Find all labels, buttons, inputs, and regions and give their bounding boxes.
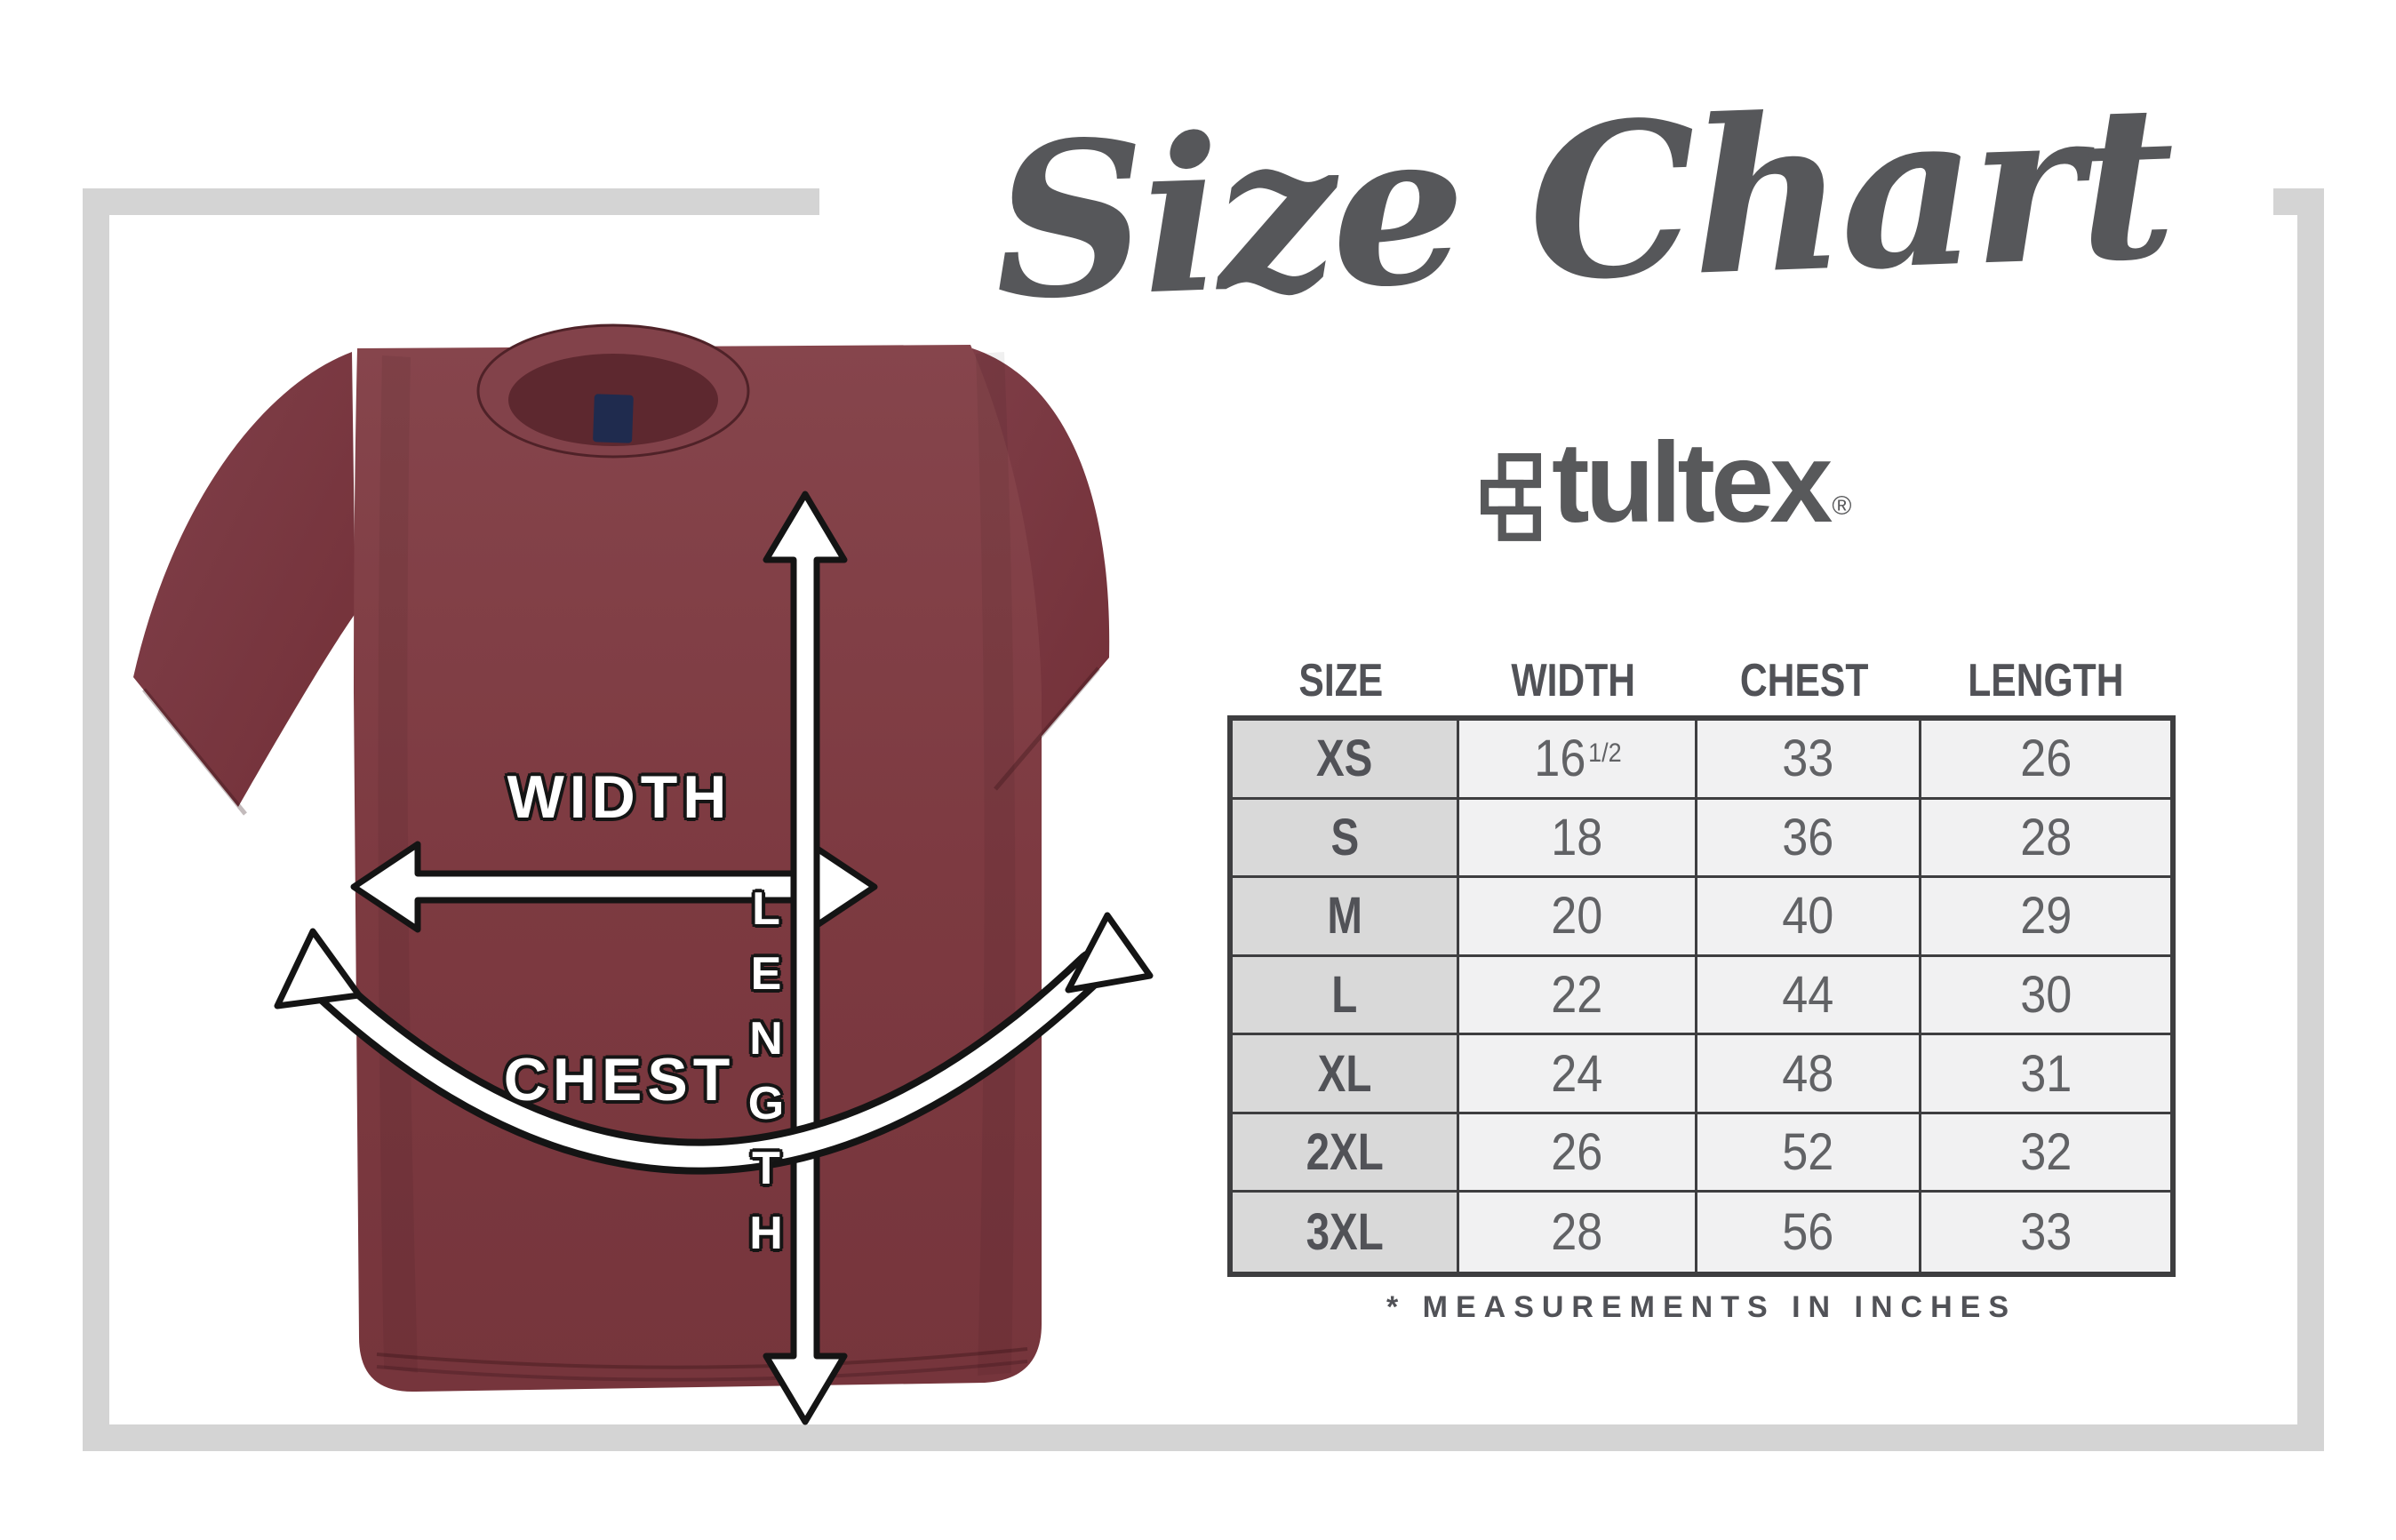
right-cuff-stitch	[994, 666, 1100, 791]
measurements-footnote: * MEASUREMENTS IN INCHES	[1386, 1290, 2017, 1324]
size-table: XS 161/2 33 26 S 18 36 28 M 20 40 29 L 2…	[1227, 715, 2176, 1277]
length-cell: 33	[1921, 1193, 2170, 1272]
fold-shadow	[976, 352, 1016, 1376]
width-value: 28	[1551, 1203, 1603, 1262]
header-size: SIZE	[1227, 651, 1454, 710]
size-cell: M	[1233, 878, 1459, 957]
length-value: 28	[2019, 808, 2073, 866]
logo-wordmark-text: tultex	[1552, 419, 1833, 547]
length-value: 30	[2019, 965, 2073, 1024]
chest-cell: 52	[1697, 1113, 1921, 1193]
header-chest: CHEST	[1692, 651, 1916, 710]
header-length: LENGTH	[1916, 651, 2176, 710]
tultex-logo: tultex ®	[1466, 419, 1964, 576]
size-cell: 3XL	[1233, 1193, 1459, 1272]
frame-border-top-stub	[2273, 188, 2324, 215]
width-cell: 20	[1459, 878, 1697, 957]
width-arrow-icon	[350, 841, 878, 933]
width-cell: 22	[1459, 956, 1697, 1036]
length-cell: 30	[1921, 956, 2170, 1036]
chest-value: 56	[1782, 1203, 1834, 1262]
width-cell: 28	[1459, 1193, 1697, 1272]
size-value: M	[1327, 887, 1362, 946]
chest-cell: 36	[1697, 799, 1921, 879]
header-size-label: SIZE	[1298, 655, 1383, 706]
length-value: 26	[2019, 730, 2073, 788]
length-cell: 28	[1921, 799, 2170, 879]
size-value: L	[1331, 965, 1358, 1024]
hem-stitch	[376, 1360, 1028, 1382]
length-cell: 26	[1921, 721, 2170, 800]
chest-value: 40	[1782, 887, 1834, 946]
length-cell: 29	[1921, 878, 2170, 957]
width-value: 26	[1551, 1123, 1603, 1182]
length-value: 29	[2019, 887, 2073, 946]
chest-cell: 40	[1697, 878, 1921, 957]
size-value: XS	[1316, 730, 1373, 788]
size-value: 3XL	[1306, 1203, 1384, 1262]
length-arrow-icon	[763, 491, 848, 1425]
length-cell: 31	[1921, 1035, 2170, 1114]
length-value: 33	[2019, 1203, 2073, 1262]
length-measure-label: LENGTH	[740, 883, 792, 1273]
chest-value: 52	[1782, 1123, 1834, 1182]
chest-value: 36	[1782, 808, 1834, 866]
chest-value: 33	[1782, 730, 1834, 788]
tultex-logo-icon	[1481, 453, 1541, 541]
header-length-label: LENGTH	[1968, 655, 2124, 706]
length-cell: 32	[1921, 1113, 2170, 1193]
frame-border-top	[83, 188, 819, 215]
registered-mark: ®	[1832, 491, 1852, 521]
size-cell: S	[1233, 799, 1459, 879]
width-fraction: 1/2	[1588, 738, 1622, 769]
size-cell: XL	[1233, 1035, 1459, 1114]
chest-arrowhead-right	[1065, 912, 1154, 993]
size-cell: XS	[1233, 721, 1459, 800]
size-value: XL	[1317, 1044, 1372, 1103]
chest-cell: 44	[1697, 956, 1921, 1036]
page-title: Size Chart	[989, 58, 2175, 347]
chest-cell: 56	[1697, 1193, 1921, 1272]
chest-arrowhead-left	[274, 928, 363, 1009]
width-value: 18	[1551, 808, 1603, 866]
chest-arc-icon	[315, 956, 1104, 1168]
width-cell: 161/2	[1459, 721, 1697, 800]
width-value: 24	[1551, 1044, 1603, 1103]
size-cell: 2XL	[1233, 1113, 1459, 1193]
width-value: 22	[1551, 965, 1603, 1024]
width-measure-label: WIDTH	[507, 763, 732, 831]
table-header-row: SIZE WIDTH CHEST LENGTH	[1227, 651, 2176, 710]
header-width-label: WIDTH	[1511, 655, 1635, 706]
chest-value: 44	[1782, 965, 1834, 1024]
header-chest-label: CHEST	[1739, 655, 1869, 706]
chest-cell: 33	[1697, 721, 1921, 800]
width-cell: 18	[1459, 799, 1697, 879]
neck-tag	[593, 394, 634, 443]
length-value: 31	[2019, 1044, 2073, 1103]
left-sleeve	[133, 352, 355, 807]
frame-border-left	[83, 188, 109, 1450]
left-cuff-stitch	[142, 688, 247, 816]
size-cell: L	[1233, 956, 1459, 1036]
width-cell: 24	[1459, 1035, 1697, 1114]
chest-value: 48	[1782, 1044, 1834, 1103]
size-value: S	[1330, 808, 1359, 866]
hem-stitch	[376, 1347, 1028, 1369]
width-value: 20	[1551, 887, 1603, 946]
width-cell: 26	[1459, 1113, 1697, 1193]
width-value: 161/2	[1534, 730, 1622, 788]
length-value: 32	[2019, 1123, 2073, 1182]
frame-border-bottom	[83, 1424, 2324, 1451]
header-width: WIDTH	[1454, 651, 1692, 710]
chest-cell: 48	[1697, 1035, 1921, 1114]
size-value: 2XL	[1306, 1123, 1384, 1182]
frame-border-right	[2297, 188, 2324, 1450]
chest-measure-label: CHEST	[503, 1046, 736, 1113]
logo-wordmark: tultex ®	[1552, 418, 1852, 548]
